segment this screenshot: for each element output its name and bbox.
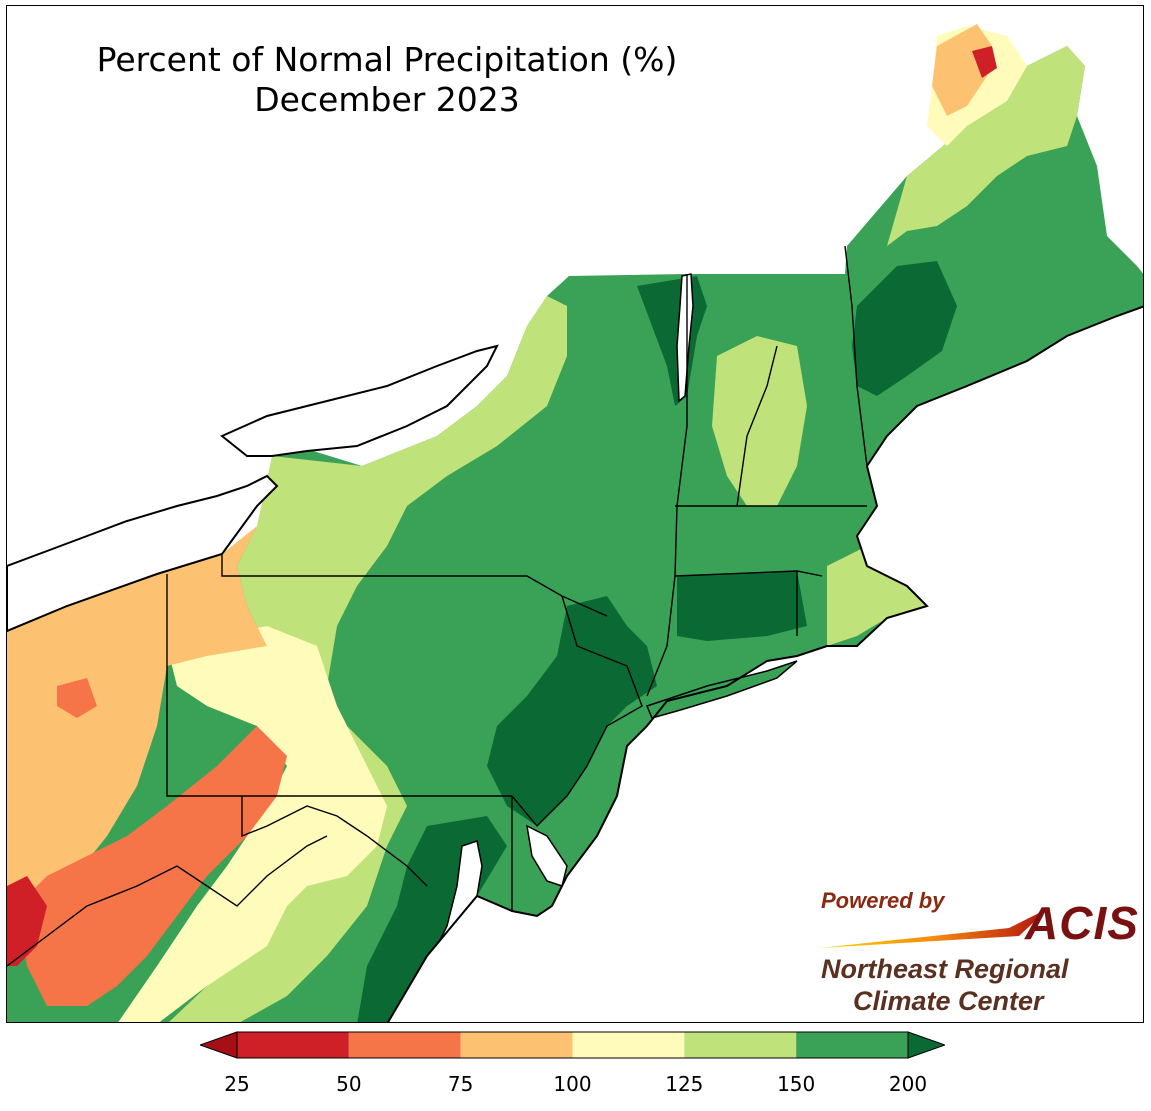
logo-acis-text: ACIS bbox=[1025, 897, 1139, 949]
region-125-150-vt-nh bbox=[712, 336, 807, 506]
colorbar-tick-label: 50 bbox=[336, 1072, 362, 1096]
region-over-200-nj-pa bbox=[487, 596, 657, 826]
colorbar-bin bbox=[796, 1032, 908, 1058]
region-75-100-ohio-pa bbox=[7, 526, 267, 966]
map-frame: Percent of Normal Precipitation (%) Dece… bbox=[6, 5, 1144, 1023]
colorbar-bin bbox=[348, 1032, 461, 1058]
logo-powered-by: Powered by bbox=[821, 888, 945, 913]
colorbar-outline bbox=[236, 1031, 909, 1059]
region-125-150-north-maine bbox=[887, 46, 1085, 246]
colorbar-tick-label: 200 bbox=[888, 1072, 928, 1096]
map-title: Percent of Normal Precipitation (%) Dece… bbox=[47, 40, 727, 120]
state-boundaries bbox=[7, 245, 868, 967]
ocean bbox=[388, 306, 1143, 1022]
precipitation-field bbox=[7, 24, 1143, 1022]
wv-va-border bbox=[7, 835, 328, 967]
lake-erie bbox=[7, 474, 279, 633]
pa-nj-border bbox=[511, 595, 643, 828]
acis-logo: Powered by ACIS Northeast Regional Clima… bbox=[815, 886, 1138, 1016]
lake-champlain bbox=[676, 273, 694, 403]
ny-vt-border bbox=[674, 274, 688, 577]
region-125-150-cape-cod bbox=[827, 546, 927, 646]
water-bodies bbox=[7, 273, 1143, 1022]
title-line-1: Percent of Normal Precipitation (%) bbox=[96, 40, 678, 79]
logo-swoosh-icon bbox=[819, 908, 1049, 948]
logo-org-line-2: Climate Center bbox=[853, 986, 1044, 1016]
long-island bbox=[645, 660, 798, 719]
pa-south-border bbox=[166, 574, 512, 797]
colorbar-bin bbox=[684, 1032, 797, 1058]
region-75-100-north-maine bbox=[932, 24, 992, 116]
colorbar bbox=[200, 1031, 945, 1059]
title-line-2: December 2023 bbox=[254, 80, 520, 119]
colorbar-bin bbox=[460, 1032, 573, 1058]
wv-md-border bbox=[241, 796, 428, 887]
coastline bbox=[387, 305, 1143, 1022]
colorbar-tick-label: 150 bbox=[777, 1072, 816, 1096]
region-over-200-maine bbox=[852, 261, 957, 396]
region-over-200-ct bbox=[677, 571, 807, 641]
nh-me-border bbox=[844, 245, 868, 467]
precipitation-map bbox=[7, 24, 1143, 1022]
colorbar-bin bbox=[572, 1032, 685, 1058]
colorbar-tick-label: 25 bbox=[224, 1072, 250, 1096]
colorbar-tick-label: 75 bbox=[447, 1072, 474, 1096]
colorbar-arrow-low bbox=[200, 1031, 238, 1059]
region-50-75-ohio bbox=[57, 678, 97, 718]
region-100-125-pa-west bbox=[118, 626, 387, 1022]
ny-pa-border bbox=[221, 554, 608, 617]
logo-org-line-1: Northeast Regional bbox=[821, 954, 1069, 984]
colorbar-tick-label: 125 bbox=[665, 1072, 704, 1096]
vt-nh-border bbox=[736, 345, 778, 507]
colorbar-tick-label: 100 bbox=[553, 1072, 592, 1096]
colorbar-tick-labels: 25 50 75 100 125 150 200 bbox=[0, 1072, 1151, 1102]
colorbar-arrow-high bbox=[907, 1031, 945, 1059]
region-25-50-maine bbox=[972, 46, 997, 78]
colorbar-bin bbox=[237, 1032, 349, 1058]
lake-ontario bbox=[220, 344, 499, 457]
ny-ct-border bbox=[646, 575, 676, 697]
